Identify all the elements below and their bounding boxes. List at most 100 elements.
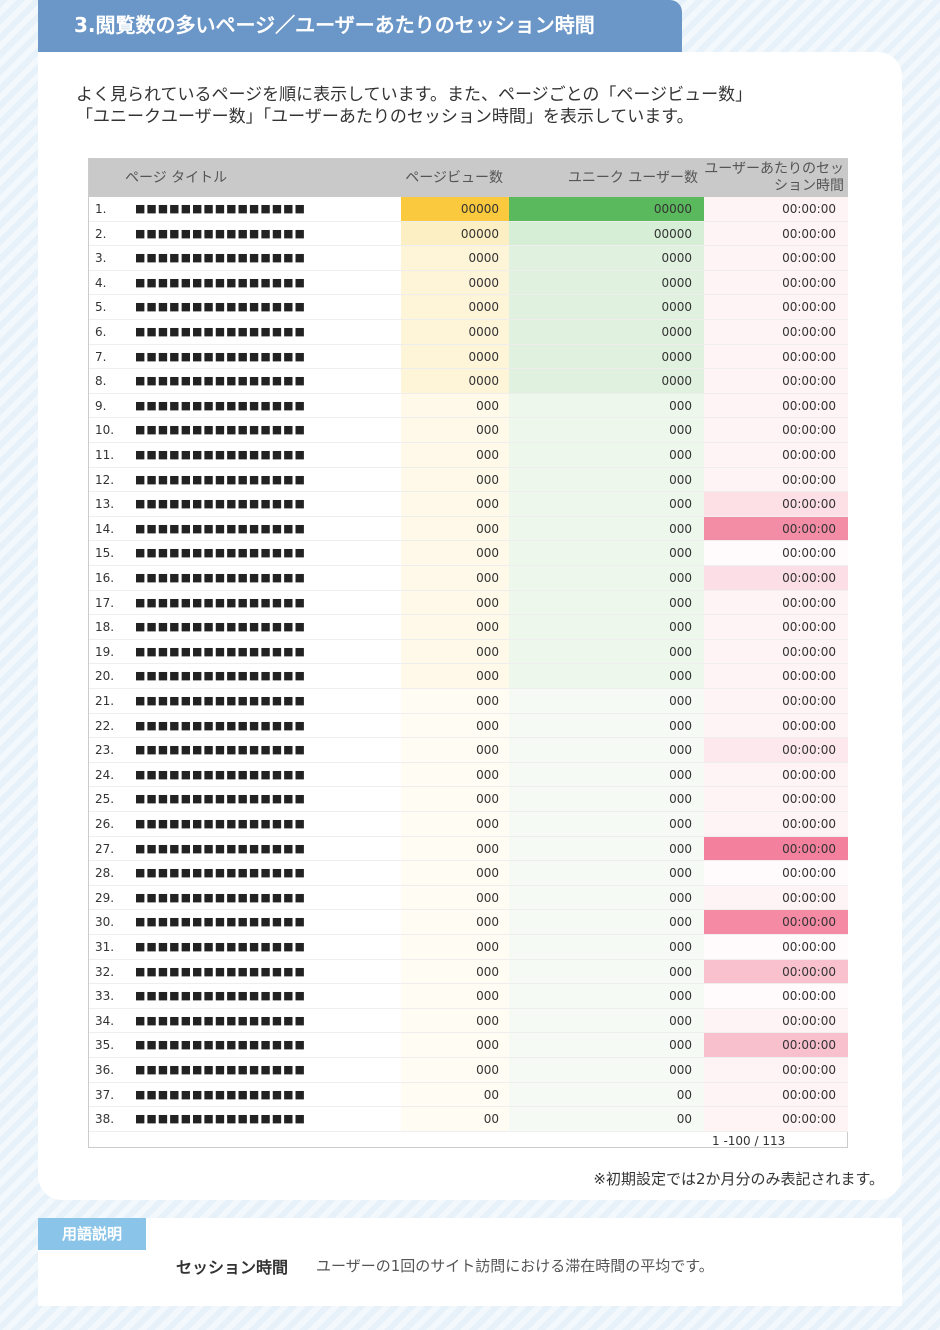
unique-users: 000 — [509, 738, 704, 763]
table: ページ タイトル ページビュー数 ユニーク ユーザー数 ユーザーあたりのセッション時間… — [88, 158, 848, 1148]
session-time: 00:00:00 — [704, 320, 848, 345]
row-number: 22. — [89, 714, 131, 739]
session-time: 00:00:00 — [704, 836, 848, 862]
page-title: ■■■■■■■■■■■■■■■ — [131, 984, 401, 1009]
session-time: 00:00:00 — [704, 689, 848, 714]
pageviews: 0000 — [401, 320, 509, 345]
session-time: 00:00:00 — [704, 221, 848, 247]
page-title: ■■■■■■■■■■■■■■■ — [131, 763, 401, 788]
pageviews: 000 — [401, 787, 509, 812]
row-number: 4. — [89, 271, 131, 296]
session-time: 00:00:00 — [704, 762, 848, 788]
unique-users: 000 — [509, 910, 704, 935]
row-number: 16. — [89, 566, 131, 591]
session-time: 00:00:00 — [704, 1058, 848, 1083]
page-title: ■■■■■■■■■■■■■■■ — [131, 1058, 401, 1083]
row-number: 31. — [89, 935, 131, 960]
page-title: ■■■■■■■■■■■■■■■ — [131, 812, 401, 837]
pageviews: 000 — [401, 664, 509, 689]
session-time: 00:00:00 — [704, 885, 848, 911]
page-title: ■■■■■■■■■■■■■■■ — [131, 541, 401, 566]
pagination: 1 -100 / 113 — [712, 1133, 786, 1148]
row-number: 29. — [89, 886, 131, 911]
pageviews: 000 — [401, 418, 509, 443]
pageviews: 000 — [401, 566, 509, 591]
unique-users: 000 — [509, 885, 704, 911]
pageviews: 0000 — [401, 344, 509, 370]
page-title: ■■■■■■■■■■■■■■■ — [131, 664, 401, 689]
session-time: 00:00:00 — [704, 1107, 848, 1132]
row-number: 11. — [89, 443, 131, 468]
glossary-label: 用語説明 — [38, 1218, 146, 1250]
session-time: 00:00:00 — [704, 369, 848, 394]
page-title: ■■■■■■■■■■■■■■■ — [131, 197, 401, 222]
pageviews: 0000 — [401, 270, 509, 296]
page-title: ■■■■■■■■■■■■■■■ — [131, 787, 401, 812]
unique-users: 000 — [509, 639, 704, 665]
unique-users: 000 — [509, 590, 704, 616]
pageviews: 000 — [401, 910, 509, 935]
unique-users: 000 — [509, 467, 704, 493]
unique-users: 000 — [509, 1033, 704, 1058]
unique-users: 000 — [509, 935, 704, 960]
page-title: ■■■■■■■■■■■■■■■ — [131, 369, 401, 394]
session-time: 00:00:00 — [704, 590, 848, 616]
pageviews: 00000 — [401, 221, 509, 247]
session-time: 00:00:00 — [704, 1033, 848, 1058]
page-title: ■■■■■■■■■■■■■■■ — [131, 935, 401, 960]
column-header: ユーザーあたりのセッション時間 — [704, 159, 848, 197]
pageviews: 0000 — [401, 246, 509, 271]
pageviews: 000 — [401, 861, 509, 886]
unique-users: 000 — [509, 541, 704, 566]
row-number: 20. — [89, 664, 131, 689]
pageviews: 000 — [401, 492, 509, 517]
page-title: ■■■■■■■■■■■■■■■ — [131, 689, 401, 714]
column-header: ページ タイトル — [89, 159, 401, 197]
intro-line: 「ユニークユーザー数」「ユーザーあたりのセッション時間」を表示しています。 — [76, 107, 694, 127]
session-time: 00:00:00 — [704, 787, 848, 812]
pageviews: 000 — [401, 541, 509, 566]
row-number: 37. — [89, 1083, 131, 1108]
page-title: ■■■■■■■■■■■■■■■ — [131, 837, 401, 862]
row-number: 17. — [89, 591, 131, 616]
row-number: 26. — [89, 812, 131, 837]
unique-users: 000 — [509, 689, 704, 714]
session-time: 00:00:00 — [704, 1082, 848, 1108]
unique-users: 000 — [509, 959, 704, 985]
column-header: ユニーク ユーザー数 — [509, 159, 704, 197]
row-number: 25. — [89, 787, 131, 812]
page-title: ■■■■■■■■■■■■■■■ — [131, 418, 401, 443]
unique-users: 000 — [509, 566, 704, 591]
pageviews: 00 — [401, 1107, 509, 1132]
page-title: ■■■■■■■■■■■■■■■ — [131, 394, 401, 419]
row-number: 33. — [89, 984, 131, 1009]
page-title: ■■■■■■■■■■■■■■■ — [131, 492, 401, 517]
section-title: 3.閲覧数の多いページ／ユーザーあたりのセッション時間 — [38, 0, 682, 52]
pageviews: 000 — [401, 639, 509, 665]
page-title: ■■■■■■■■■■■■■■■ — [131, 861, 401, 886]
page-title: ■■■■■■■■■■■■■■■ — [131, 566, 401, 591]
session-time: 00:00:00 — [704, 541, 848, 566]
row-number: 18. — [89, 615, 131, 640]
session-time: 00:00:00 — [704, 713, 848, 739]
page-title: ■■■■■■■■■■■■■■■ — [131, 295, 401, 320]
unique-users: 0000 — [509, 246, 704, 271]
pageviews: 000 — [401, 885, 509, 911]
pageviews: 00 — [401, 1082, 509, 1108]
row-number: 14. — [89, 517, 131, 542]
unique-users: 000 — [509, 1058, 704, 1083]
pageviews: 000 — [401, 935, 509, 960]
pageviews: 000 — [401, 836, 509, 862]
row-number: 19. — [89, 640, 131, 665]
session-time: 00:00:00 — [704, 246, 848, 271]
session-time: 00:00:00 — [704, 861, 848, 886]
session-time: 00:00:00 — [704, 566, 848, 591]
page-title: ■■■■■■■■■■■■■■■ — [131, 591, 401, 616]
pageviews: 000 — [401, 516, 509, 542]
session-time: 00:00:00 — [704, 935, 848, 960]
glossary-term: セッション時間 — [176, 1258, 289, 1277]
unique-users: 000 — [509, 418, 704, 443]
unique-users: 000 — [509, 984, 704, 1009]
row-number: 10. — [89, 418, 131, 443]
session-time: 00:00:00 — [704, 467, 848, 493]
